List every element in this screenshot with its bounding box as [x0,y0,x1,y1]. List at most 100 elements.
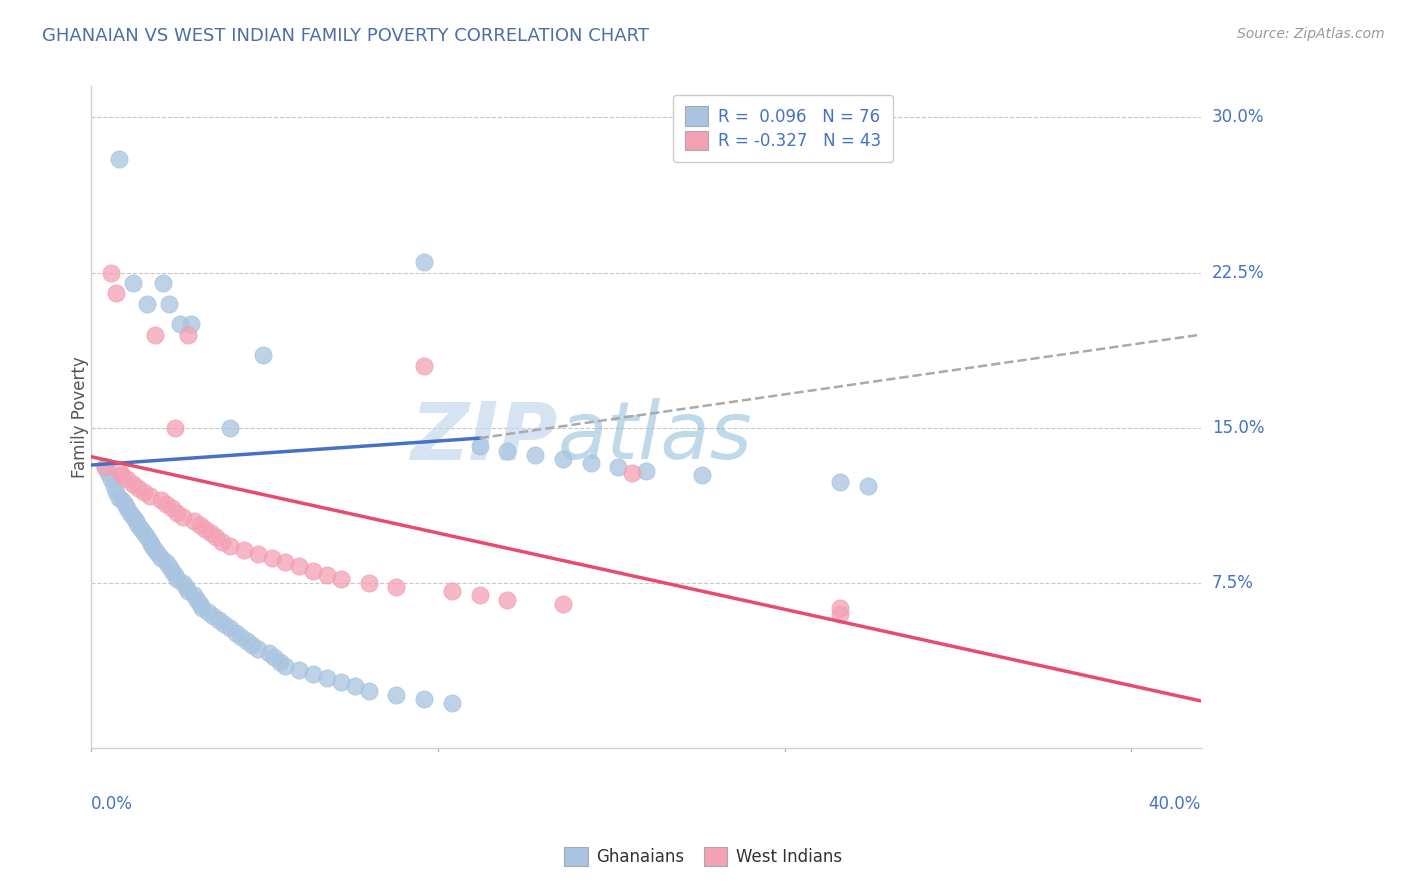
Point [229,630,252,644]
Point [302,667,325,681]
Point [440,584,463,599]
Point [111,468,134,483]
Point [246,547,269,561]
Point [108,464,131,478]
Point [440,696,463,710]
Text: 22.5%: 22.5% [1212,263,1264,282]
Point [166,572,188,586]
Point [117,473,139,487]
Point [177,327,200,342]
Point [163,567,186,582]
Point [114,497,136,511]
Point [143,542,166,557]
Point [468,439,491,453]
Point [120,506,142,520]
Point [211,534,233,549]
Point [186,592,208,607]
Point [830,475,852,489]
Point [125,514,148,528]
Point [157,296,180,310]
Point [94,460,117,475]
Point [219,622,242,636]
Point [274,658,297,673]
Point [288,559,311,574]
Legend: Ghanaians, West Indians: Ghanaians, West Indians [555,838,851,875]
Point [200,526,222,541]
Point [634,464,657,478]
Point [132,526,155,541]
Point [122,276,145,290]
Point [252,348,274,362]
Point [155,555,177,569]
Point [128,518,150,533]
Point [128,481,150,495]
Point [205,531,228,545]
Point [621,467,644,481]
Point [117,501,139,516]
Point [103,479,125,493]
Point [146,547,169,561]
Point [330,572,353,586]
Point [169,318,191,332]
Legend: R =  0.096   N = 76, R = -0.327   N = 43: R = 0.096 N = 76, R = -0.327 N = 43 [673,95,893,161]
Point [468,588,491,602]
Point [166,506,188,520]
Point [132,484,155,499]
Point [257,646,280,660]
Point [357,683,380,698]
Point [100,266,122,280]
Point [343,680,366,694]
Point [174,580,197,594]
Point [330,675,353,690]
Text: 30.0%: 30.0% [1212,109,1264,127]
Point [149,493,172,508]
Point [208,613,231,627]
Point [143,327,166,342]
Point [235,633,257,648]
Point [172,509,194,524]
Point [177,584,200,599]
Point [302,564,325,578]
Point [191,600,214,615]
Point [172,576,194,591]
Point [690,468,713,483]
Point [160,501,183,516]
Point [97,467,120,481]
Point [219,421,242,435]
Point [188,518,211,533]
Point [316,567,339,582]
Y-axis label: Family Poverty: Family Poverty [72,357,89,478]
Point [105,286,128,301]
Text: 7.5%: 7.5% [1212,574,1254,592]
Point [413,359,436,373]
Point [385,580,408,594]
Point [160,564,183,578]
Point [830,607,852,621]
Point [385,688,408,702]
Point [202,609,225,624]
Point [269,655,291,669]
Point [138,534,160,549]
Point [496,592,519,607]
Point [579,456,602,470]
Point [551,597,574,611]
Point [100,473,122,487]
Text: Source: ZipAtlas.com: Source: ZipAtlas.com [1237,27,1385,41]
Point [157,559,180,574]
Point [94,460,117,475]
Text: GHANAIAN VS WEST INDIAN FAMILY POVERTY CORRELATION CHART: GHANAIAN VS WEST INDIAN FAMILY POVERTY C… [42,27,650,45]
Point [129,522,152,536]
Point [551,451,574,466]
Point [194,522,217,536]
Point [122,509,145,524]
Text: 40.0%: 40.0% [1149,795,1201,813]
Point [316,671,339,685]
Point [180,318,202,332]
Point [274,555,297,569]
Point [183,514,205,528]
Point [214,617,236,632]
Point [413,691,436,706]
Point [108,152,131,166]
Text: 15.0%: 15.0% [1212,418,1264,437]
Point [197,605,219,619]
